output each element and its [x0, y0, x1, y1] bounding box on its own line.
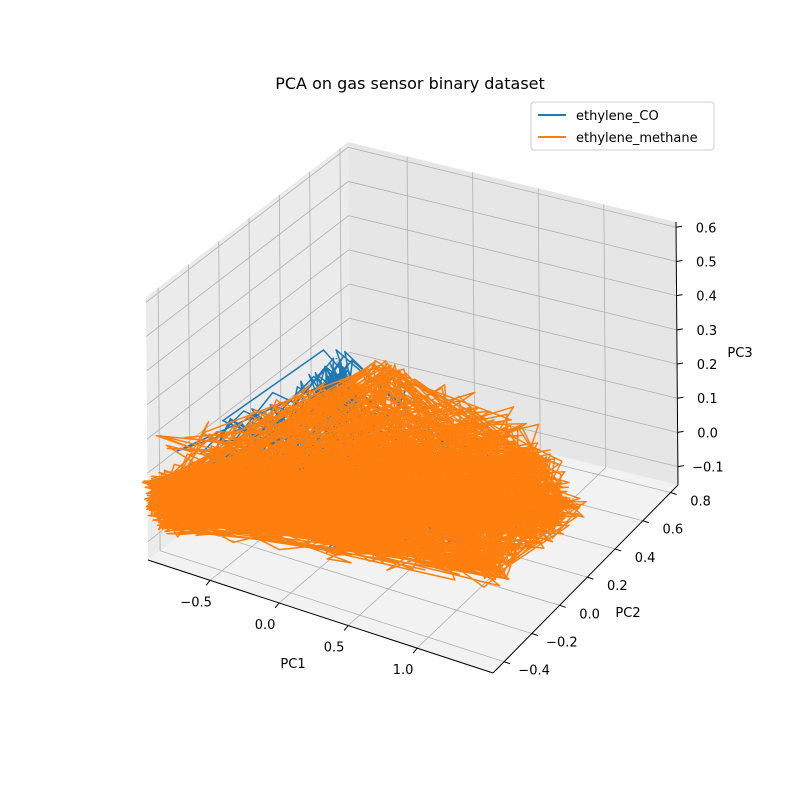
z-tick-label: 0.1: [697, 392, 718, 407]
series-ethylene_methane: [141, 359, 587, 588]
grid-line-x-wall-1: [472, 172, 476, 436]
y-axis-label: PC2: [615, 606, 640, 621]
legend-label-ethylene-methane: ethylene_methane: [576, 131, 698, 146]
z-tick-mark: [676, 294, 683, 297]
y-tick-label: 0.6: [663, 523, 684, 538]
x-tick-label: 0.0: [255, 618, 276, 633]
x-tick-mark: [343, 625, 349, 631]
z-tick-label: 0.3: [696, 324, 717, 339]
grid-line-y-floor-1: [190, 527, 532, 634]
grid-line-x-wall-3: [603, 204, 607, 468]
y-tick-mark: [587, 576, 594, 580]
left-wall-pane: [146, 142, 350, 560]
x-tick-mark: [205, 580, 211, 586]
y-tick-label: 0.0: [579, 607, 600, 622]
z-tick-label: 0.0: [697, 426, 718, 441]
axis-lines: [147, 221, 679, 674]
z-tick-label: 0.6: [696, 221, 717, 236]
y-tick-label: 0.2: [607, 579, 628, 594]
x-tick-label: 0.5: [324, 641, 345, 656]
grid-line-z-back-4: [348, 249, 677, 331]
grid-line-z-back-3: [348, 283, 678, 365]
y-tick-label: −0.2: [546, 636, 578, 651]
y-tick-label: 0.4: [635, 551, 656, 566]
x-tick-label: 1.0: [393, 663, 414, 678]
y-tick-label: 0.8: [690, 495, 711, 510]
legend-label-ethylene-co: ethylene_CO: [576, 109, 659, 124]
y-tick-label: −0.4: [518, 664, 550, 679]
x-axis-label: PC1: [280, 657, 305, 672]
z-tick-mark: [677, 465, 684, 468]
grid-line-z-back-7: [347, 146, 677, 228]
z-tick-mark: [676, 362, 684, 365]
x-axis-line: [147, 559, 494, 674]
z-tick-label: 0.4: [696, 290, 717, 305]
grid-line-z-back-6: [348, 181, 677, 262]
grid-line-z-back-5: [348, 215, 677, 297]
grid-line-z-left-4: [146, 249, 350, 406]
z-tick-mark: [676, 328, 683, 331]
y-tick-mark: [531, 633, 539, 636]
z-tick-mark: [677, 396, 684, 399]
z-tick-label: −0.1: [692, 461, 724, 476]
data-point: [495, 569, 497, 572]
y-tick-mark: [614, 548, 622, 552]
tick-labels: −0.50.00.51.0 −0.4−0.20.00.20.40.60.8−0.1…: [180, 221, 723, 678]
x-tick-mark: [274, 602, 280, 609]
data-point: [158, 500, 161, 503]
z-tick-mark: [675, 225, 683, 228]
grid-line-x-wall-2: [537, 188, 541, 452]
series-layer: [141, 349, 587, 588]
grid-line-z-back-2: [349, 317, 678, 399]
data-point: [158, 484, 160, 487]
z-tick-label: 0.2: [697, 358, 718, 373]
x-tick-mark: [412, 647, 418, 654]
grid-line-z-left-2: [147, 317, 350, 474]
legend: ethylene_CO ethylene_methane: [530, 101, 715, 151]
y-tick-mark: [670, 492, 677, 495]
grid-line-z-left-3: [146, 283, 350, 440]
z-tick-mark: [676, 259, 683, 262]
data-point: [568, 506, 570, 509]
y-tick-mark: [642, 520, 650, 524]
y-tick-mark: [559, 604, 566, 608]
axes-panes: [146, 142, 678, 673]
data-point: [537, 456, 540, 458]
x-tick-label: −0.5: [180, 595, 212, 610]
grid-line-z-left-7: [145, 146, 349, 303]
grid-line-z-left-6: [146, 181, 349, 337]
grid-line-z-back-1: [349, 352, 678, 433]
grid-line-z-left-5: [146, 215, 349, 371]
legend-frame: [530, 101, 715, 151]
data-point: [380, 370, 383, 373]
y-tick-mark: [503, 661, 511, 665]
z-axis-line: [675, 221, 679, 486]
y-axis-line: [492, 484, 679, 674]
data-point: [170, 524, 173, 527]
z-tick-label: 0.5: [696, 255, 717, 270]
chart-title: PCA on gas sensor binary dataset: [275, 74, 545, 93]
grid-line-y-floor-0: [159, 550, 505, 663]
z-axis-label: PC3: [727, 346, 752, 361]
series-line-ethylene_methane: [141, 359, 587, 588]
data-point: [335, 357, 338, 360]
z-tick-mark: [677, 430, 684, 433]
